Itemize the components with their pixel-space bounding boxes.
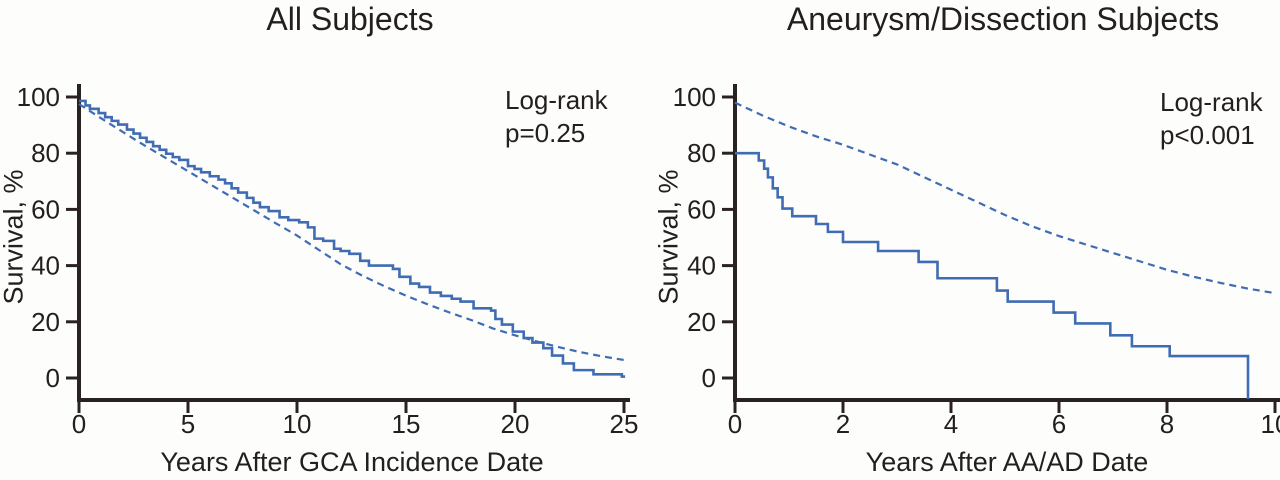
y-tick-label: 80 xyxy=(687,138,716,168)
y-axis-label-right: Survival, % xyxy=(653,169,684,305)
x-tick-label: 0 xyxy=(728,409,742,439)
logrank-label-left: Log-rank xyxy=(505,85,608,115)
y-tick-label: 60 xyxy=(31,194,60,224)
x-tick-label: 6 xyxy=(1052,409,1066,439)
y-tick-label: 80 xyxy=(31,138,60,168)
logrank-p-value-left: p=0.25 xyxy=(505,118,586,148)
x-tick-label: 10 xyxy=(283,409,312,439)
y-tick-label: 0 xyxy=(46,363,60,393)
y-tick-label: 40 xyxy=(31,251,60,281)
y-axis-label-left: Survival, % xyxy=(0,169,29,305)
y-tick-label: 0 xyxy=(702,363,716,393)
x-axis-label-right: Years After AA/AD Date xyxy=(865,447,1149,477)
y-tick-label: 100 xyxy=(17,82,60,112)
logrank-p-value-right: p<0.001 xyxy=(1160,120,1255,150)
observed-survival-curve xyxy=(79,99,626,378)
x-tick-label: 0 xyxy=(72,409,86,439)
x-tick-label: 2 xyxy=(836,409,850,439)
logrank-annotation-left: Log-rank p=0.25 xyxy=(505,84,608,150)
y-tick-label: 40 xyxy=(687,251,716,281)
y-tick-label: 100 xyxy=(673,82,716,112)
x-tick-label: 15 xyxy=(392,409,421,439)
panel-title-aneurysm-dissection: Aneurysm/Dissection Subjects xyxy=(786,1,1220,37)
x-tick-label: 5 xyxy=(181,409,195,439)
y-tick-label: 60 xyxy=(687,194,716,224)
x-tick-label: 10 xyxy=(1261,409,1280,439)
logrank-label-right: Log-rank xyxy=(1160,87,1263,117)
x-tick-label: 20 xyxy=(501,409,530,439)
x-tick-label: 25 xyxy=(610,409,639,439)
expected-survival-curve xyxy=(734,101,1276,295)
y-tick-label: 20 xyxy=(31,307,60,337)
observed-survival-curve xyxy=(735,151,1250,399)
y-tick-label: 20 xyxy=(687,307,716,337)
x-tick-label: 4 xyxy=(944,409,958,439)
logrank-annotation-right: Log-rank p<0.001 xyxy=(1160,86,1263,152)
x-tick-label: 8 xyxy=(1160,409,1174,439)
panel-title-all-subjects: All Subjects xyxy=(266,1,434,37)
x-axis-label-left: Years After GCA Incidence Date xyxy=(160,447,544,477)
